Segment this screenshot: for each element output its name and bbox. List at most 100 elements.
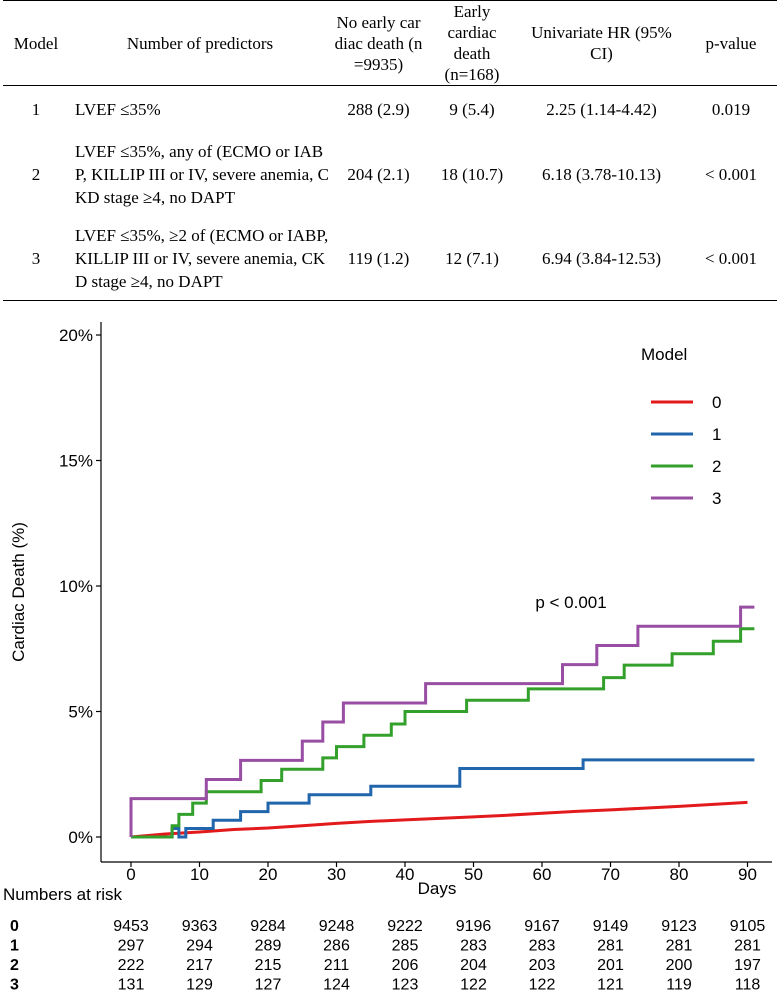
at-risk-value: 286 — [323, 938, 350, 955]
series-line-model-0 — [130, 800, 748, 839]
x-tick-label: 30 — [327, 865, 346, 884]
at-risk-value: 131 — [118, 977, 145, 994]
at-risk-value: 9453 — [113, 918, 149, 935]
at-risk-row-label: 2 — [10, 957, 19, 974]
at-risk-value: 200 — [666, 957, 693, 974]
at-risk-value: 123 — [392, 977, 419, 994]
at-risk-value: 9149 — [593, 918, 629, 935]
at-risk-value: 281 — [734, 938, 761, 955]
x-tick-label: 40 — [396, 865, 415, 884]
at-risk-value: 9123 — [661, 918, 697, 935]
at-risk-value: 9105 — [730, 918, 766, 935]
cell-hr: 6.18 (3.78-10.13) — [542, 164, 661, 184]
legend: Model 0 1 2 3 — [641, 345, 721, 508]
header-predictors: Number of predictors — [69, 0, 331, 86]
table-header-row: Model Number of predictors No early card… — [3, 0, 777, 86]
legend-label-model-1: 1 — [712, 425, 721, 444]
at-risk-value: 281 — [666, 938, 693, 955]
x-ticks: 0 10 20 30 40 50 60 70 80 90 — [126, 862, 757, 884]
at-risk-table: 0 9453 9363 9284 9248 9222 9196 9167 9149 9123 910… — [10, 918, 765, 994]
at-risk-value: 118 — [735, 977, 761, 994]
x-tick-label: 10 — [190, 865, 209, 884]
at-risk-value: 9363 — [182, 918, 218, 935]
at-risk-value: 294 — [186, 938, 213, 955]
at-risk-row-label: 3 — [10, 977, 19, 994]
x-tick-label: 50 — [464, 865, 483, 884]
x-tick-label: 60 — [533, 865, 552, 884]
at-risk-value: 9248 — [319, 918, 355, 935]
cell-p: < 0.001 — [685, 216, 777, 301]
chart-axes — [100, 322, 772, 863]
at-risk-value: 211 — [324, 957, 350, 974]
header-no-early-death: No early cardiac death (n=9935) — [331, 0, 426, 86]
at-risk-value: 289 — [255, 938, 282, 955]
y-tick-label: 10% — [59, 577, 93, 596]
series-line-model-1 — [131, 758, 755, 839]
at-risk-value: 9222 — [387, 918, 423, 935]
at-risk-value: 283 — [460, 938, 487, 955]
at-risk-value: 215 — [255, 957, 282, 974]
legend-label-model-3: 3 — [712, 489, 721, 508]
y-ticks: 0% 5% 10% 15% 20% — [59, 326, 101, 847]
series-line-model-3 — [129, 605, 755, 837]
at-risk-value: 217 — [186, 957, 213, 974]
cell-hr: 2.25 (1.14-4.42) — [546, 99, 657, 119]
y-axis-label: Cardiac Death (%) — [9, 522, 28, 662]
at-risk-value: 9196 — [456, 918, 492, 935]
header-hr: Univariate HR (95% CI) — [518, 0, 685, 86]
series-lines — [129, 605, 755, 839]
cell-hr: 6.94 (3.84-12.53) — [518, 216, 685, 301]
at-risk-value: 129 — [186, 977, 213, 994]
results-table: Model Number of predictors No early card… — [3, 0, 777, 301]
at-risk-title: Numbers at risk — [3, 885, 123, 904]
cell-no-early: 288 (2.9) — [347, 99, 410, 119]
cell-p: 0.019 — [711, 99, 751, 119]
cell-predictors: LVEF ≤35% — [75, 99, 161, 119]
at-risk-value: 285 — [392, 938, 419, 955]
at-risk-value: 127 — [255, 977, 282, 994]
header-early-death: Early cardiac death (n=168) — [426, 0, 518, 86]
header-model: Model — [3, 0, 69, 86]
x-tick-label: 20 — [259, 865, 278, 884]
cell-predictors: LVEF ≤35%, ≥2 of (ECMO or IABP, KILLIP I… — [69, 216, 331, 301]
y-tick-label: 0% — [68, 828, 93, 847]
legend-label-model-2: 2 — [712, 457, 721, 476]
series-line-model-2 — [131, 627, 755, 839]
legend-label-model-0: 0 — [712, 393, 721, 412]
at-risk-row-label: 0 — [10, 918, 19, 935]
x-tick-label: 0 — [126, 865, 135, 884]
at-risk-value: 119 — [666, 977, 692, 994]
cell-model: 1 — [31, 99, 41, 119]
x-tick-label: 90 — [738, 865, 757, 884]
at-risk-value: 9284 — [250, 918, 286, 935]
x-tick-label: 70 — [601, 865, 620, 884]
y-tick-label: 15% — [59, 452, 93, 471]
at-risk-value: 197 — [734, 957, 761, 974]
table-row: 1 LVEF ≤35% 288 (2.9) 9 (5.4) 2.25 (1.14… — [3, 86, 777, 133]
at-risk-value: 297 — [118, 938, 145, 955]
cell-no-early: 204 (2.1) — [347, 164, 410, 184]
cell-p: < 0.001 — [704, 164, 758, 184]
x-tick-label: 80 — [670, 865, 689, 884]
at-risk-value: 122 — [529, 977, 556, 994]
y-tick-label: 20% — [59, 326, 93, 345]
at-risk-value: 122 — [460, 977, 487, 994]
y-tick-label: 5% — [68, 703, 93, 722]
at-risk-value: 222 — [118, 957, 145, 974]
cell-model: 3 — [3, 216, 69, 301]
at-risk-value: 206 — [392, 957, 419, 974]
at-risk-value: 281 — [597, 938, 624, 955]
at-risk-row-label: 1 — [10, 938, 19, 955]
cell-model: 2 — [31, 164, 41, 184]
cell-predictors: LVEF ≤35%, any of (ECMO or IABP, KILLIP … — [75, 141, 329, 207]
table-row: 3 LVEF ≤35%, ≥2 of (ECMO or IABP, KILLIP… — [3, 216, 777, 301]
legend-title: Model — [641, 345, 687, 364]
km-chart: 0%5%10%15%20% 0 10 20 30 40 50 60 70 80 90 Cardia… — [3, 322, 772, 994]
at-risk-value: 201 — [597, 957, 624, 974]
cell-no-early: 119 (1.2) — [331, 216, 426, 301]
at-risk-value: 203 — [529, 957, 556, 974]
header-p-value: p-value — [685, 0, 777, 86]
p-value-annotation: p < 0.001 — [535, 593, 606, 612]
at-risk-value: 9167 — [524, 918, 560, 935]
x-axis-label: Days — [418, 879, 457, 898]
